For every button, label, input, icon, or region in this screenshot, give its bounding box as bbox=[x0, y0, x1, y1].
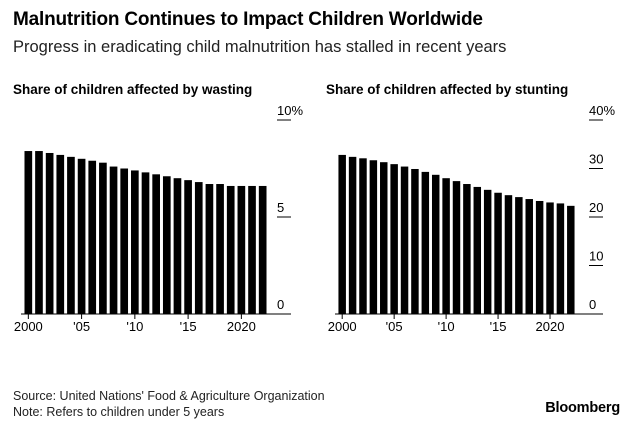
bar-2020 bbox=[546, 202, 554, 314]
page-title: Malnutrition Continues to Impact Childre… bbox=[13, 9, 483, 30]
bloomberg-logo: Bloomberg bbox=[545, 400, 620, 416]
y-tick-label: 10 bbox=[589, 249, 603, 264]
bar-2021 bbox=[556, 203, 565, 314]
bar-2000 bbox=[24, 151, 33, 314]
x-tick-label: '05 bbox=[386, 319, 403, 334]
bar-2008 bbox=[109, 166, 118, 314]
bar-2014 bbox=[173, 178, 182, 314]
y-tick-label: 40% bbox=[589, 103, 615, 118]
bar-2009 bbox=[431, 174, 440, 314]
x-tick-label: 2000 bbox=[328, 319, 357, 334]
bar-2017 bbox=[205, 184, 214, 314]
y-tick-label: 5 bbox=[277, 200, 284, 215]
bar-2013 bbox=[162, 176, 171, 314]
x-tick-label: 2000 bbox=[14, 319, 43, 334]
bar-2001 bbox=[35, 151, 43, 314]
bar-2010 bbox=[131, 170, 139, 314]
bar-2017 bbox=[515, 197, 523, 314]
y-tick-label: 0 bbox=[589, 297, 596, 312]
bar-2018 bbox=[525, 199, 533, 314]
bar-2011 bbox=[452, 181, 461, 314]
bar-2013 bbox=[473, 186, 482, 314]
y-tick-label: 10% bbox=[277, 103, 303, 118]
bar-2003 bbox=[56, 154, 65, 314]
bar-2010 bbox=[442, 178, 450, 314]
bar-2008 bbox=[421, 171, 430, 314]
bar-2004 bbox=[380, 162, 388, 314]
bar-2011 bbox=[141, 172, 150, 314]
bar-2019 bbox=[535, 200, 544, 314]
stunting-chart-title: Share of children affected by stunting bbox=[326, 82, 569, 97]
page-subtitle: Progress in eradicating child malnutriti… bbox=[13, 38, 507, 56]
x-tick-label: '15 bbox=[180, 319, 197, 334]
bar-2019 bbox=[226, 185, 235, 314]
bar-2022 bbox=[258, 185, 267, 314]
y-tick-label: 0 bbox=[277, 297, 284, 312]
x-tick-label: '10 bbox=[126, 319, 143, 334]
bar-2018 bbox=[216, 184, 224, 314]
wasting-chart-title: Share of children affected by wasting bbox=[13, 82, 253, 97]
bar-2022 bbox=[567, 205, 575, 314]
stunting-bar-chart: 2000 '05 '10 '15 2020 0 10 20 30 40% bbox=[328, 103, 616, 334]
bar-2003 bbox=[369, 160, 378, 314]
source-note: Source: United Nations' Food & Agricultu… bbox=[13, 389, 325, 403]
bar-2002 bbox=[45, 152, 54, 314]
bar-2007 bbox=[99, 162, 107, 314]
footnote: Note: Refers to children under 5 years bbox=[13, 405, 225, 419]
bar-2007 bbox=[411, 168, 419, 314]
x-tick-label: '15 bbox=[490, 319, 507, 334]
bar-2000 bbox=[338, 154, 346, 314]
bar-2014 bbox=[483, 189, 492, 314]
bar-2005 bbox=[390, 164, 398, 314]
wasting-bar-chart: 2000 '05 '10 '15 2020 0 5 10% bbox=[14, 103, 304, 334]
bar-2004 bbox=[67, 156, 75, 314]
bar-2012 bbox=[463, 184, 471, 314]
bar-2001 bbox=[348, 156, 357, 314]
bar-2015 bbox=[494, 192, 502, 314]
x-tick-label: '05 bbox=[73, 319, 90, 334]
x-tick-label: '10 bbox=[438, 319, 455, 334]
bar-2021 bbox=[248, 185, 256, 314]
x-tick-label: 2020 bbox=[227, 319, 256, 334]
bar-2012 bbox=[152, 174, 160, 314]
bar-2002 bbox=[359, 158, 367, 314]
bar-2006 bbox=[400, 166, 409, 314]
x-tick-label: 2020 bbox=[536, 319, 565, 334]
bar-2009 bbox=[120, 168, 129, 314]
y-tick-label: 20 bbox=[589, 200, 603, 215]
y-tick-label: 30 bbox=[589, 152, 603, 167]
bar-2016 bbox=[504, 195, 513, 314]
bar-2016 bbox=[194, 182, 203, 314]
bar-2005 bbox=[77, 158, 86, 314]
bar-2020 bbox=[237, 185, 246, 314]
bar-2006 bbox=[88, 160, 97, 314]
bar-2015 bbox=[184, 180, 192, 314]
